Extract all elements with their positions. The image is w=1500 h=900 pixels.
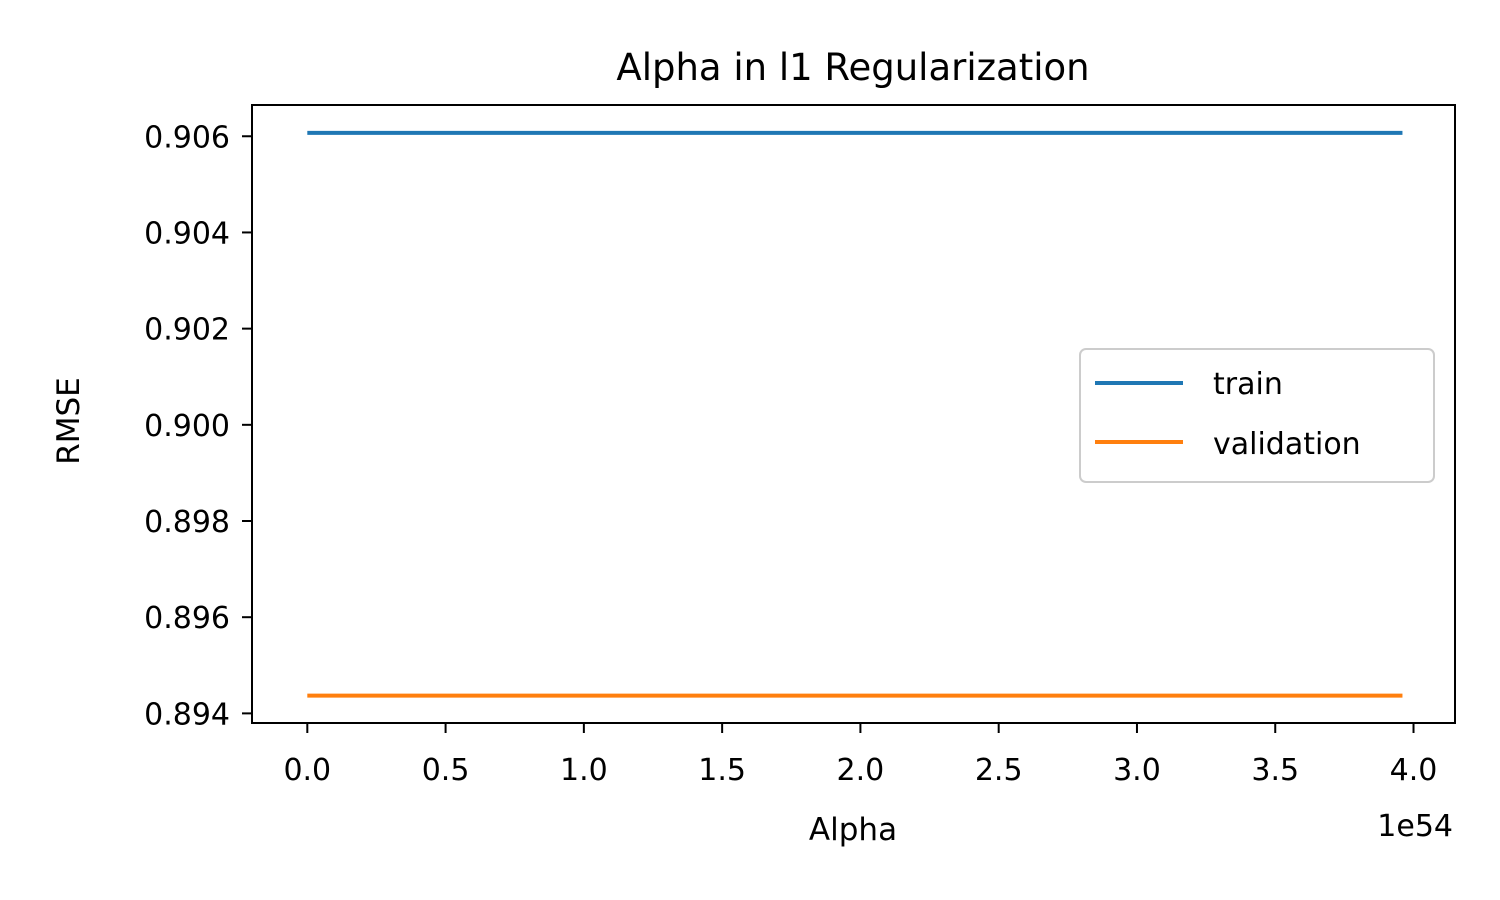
y-tick-label: 0.896 (144, 601, 230, 636)
y-axis-label: RMSE (51, 377, 87, 465)
y-tick-label: 0.894 (144, 697, 230, 732)
legend-label-train: train (1213, 367, 1283, 402)
y-tick-label: 0.900 (144, 409, 230, 444)
x-tick-label: 0.5 (422, 753, 470, 788)
y-tick-label: 0.902 (144, 313, 230, 348)
y-axis-ticks: 0.894 0.896 0.898 0.900 0.902 0.904 0.906 (144, 120, 252, 732)
x-tick-label: 2.0 (837, 753, 885, 788)
y-tick-label: 0.904 (144, 216, 230, 251)
y-tick-label: 0.898 (144, 505, 230, 540)
x-axis-offset-label: 1e54 (1377, 809, 1453, 844)
chart-title: Alpha in l1 Regularization (616, 46, 1089, 89)
x-tick-label: 1.0 (560, 753, 608, 788)
x-tick-label: 0.0 (283, 753, 331, 788)
legend-label-validation: validation (1213, 427, 1361, 462)
series-layer (307, 130, 1403, 698)
plot-frame (251, 104, 1456, 724)
x-tick-label: 1.5 (698, 753, 746, 788)
x-axis-label: Alpha (809, 812, 897, 848)
x-axis-ticks: 0.0 0.5 1.0 1.5 2.0 2.5 3.0 3.5 4.0 (283, 723, 1437, 788)
x-tick-label: 3.0 (1113, 753, 1161, 788)
y-tick-label: 0.906 (144, 120, 230, 155)
legend: train validation (1079, 348, 1435, 483)
x-tick-label: 3.5 (1251, 753, 1299, 788)
x-tick-label: 4.0 (1390, 753, 1438, 788)
x-tick-label: 2.5 (975, 753, 1023, 788)
